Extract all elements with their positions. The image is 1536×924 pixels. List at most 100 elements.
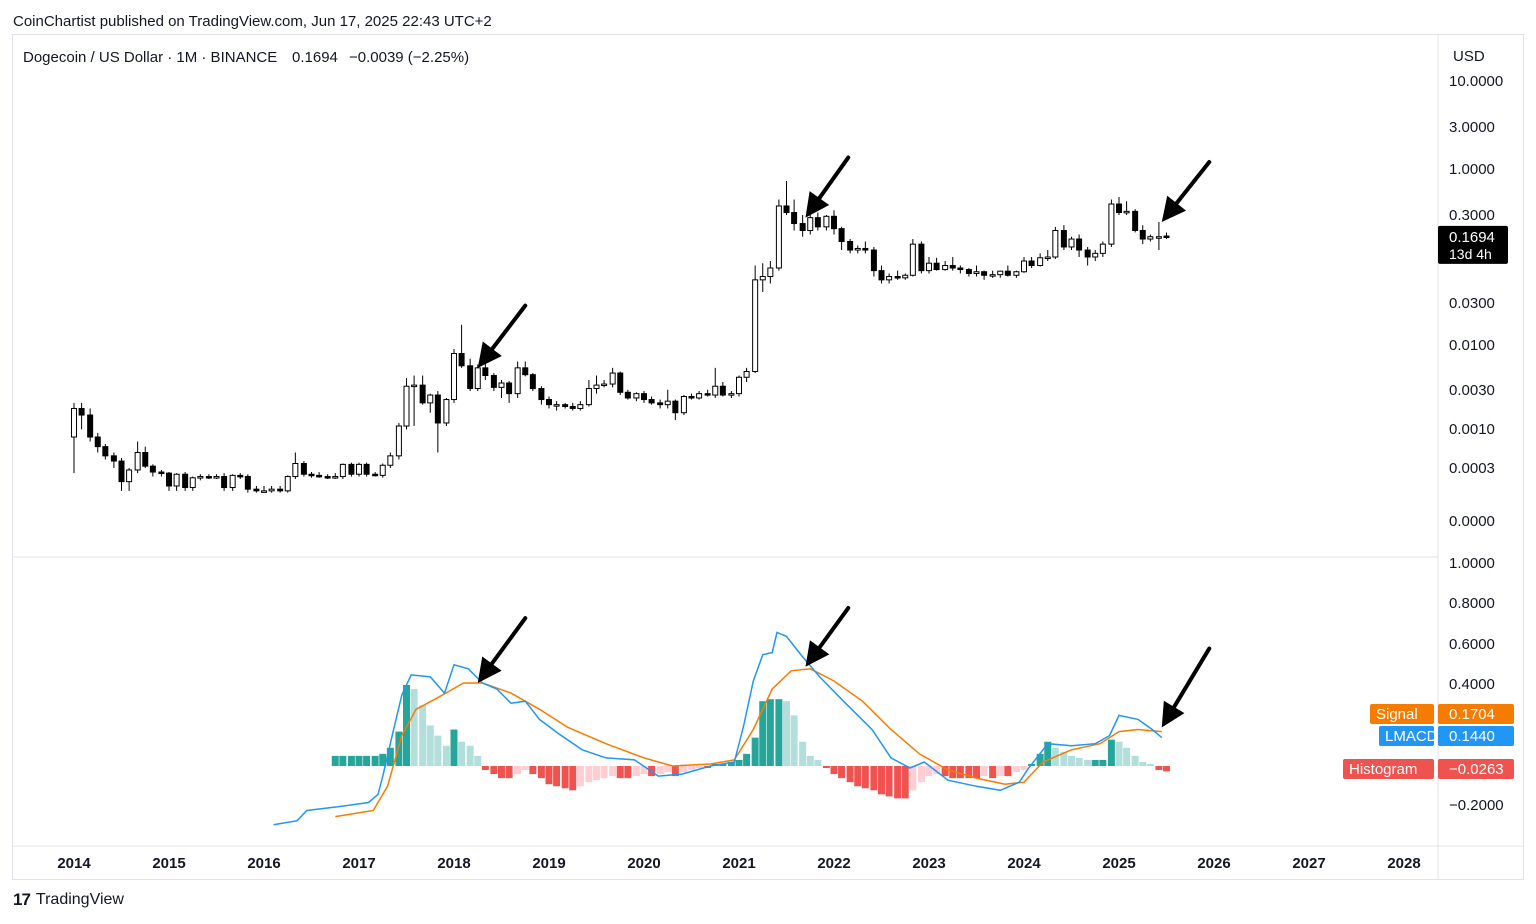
candle (514, 361, 521, 398)
candle (372, 472, 379, 477)
candle (854, 245, 861, 254)
time-axis-tick: 2018 (437, 855, 470, 872)
currency-label[interactable]: USD (1453, 48, 1485, 65)
histogram-bar (505, 766, 513, 779)
candle (664, 389, 671, 409)
histogram-bar (529, 766, 537, 775)
histogram-bar (1075, 757, 1083, 766)
tradingview-brand[interactable]: 17 TradingView (13, 890, 124, 910)
histogram-bar (790, 715, 798, 766)
candle (363, 462, 370, 477)
candle (1004, 265, 1011, 277)
histogram-bar (925, 766, 933, 777)
price-axis-tick: 0.0030 (1449, 382, 1495, 399)
histogram-bar (1139, 761, 1147, 766)
histogram-bar (933, 766, 941, 775)
candle (601, 380, 608, 388)
candle (356, 462, 362, 477)
histogram-bar (743, 753, 751, 766)
candle (300, 461, 307, 477)
candle (427, 393, 434, 413)
histogram-bar (917, 766, 925, 783)
candle (197, 474, 204, 481)
histogram-bar (775, 699, 783, 766)
candle (332, 473, 339, 480)
histogram-bar (965, 766, 973, 779)
pointer-arrow-icon (477, 303, 528, 368)
candle (926, 257, 932, 274)
candle (997, 270, 1004, 278)
legend-value: −0.0263 (1449, 761, 1504, 778)
candle (1092, 250, 1099, 262)
candle (807, 215, 814, 235)
histogram-bar (1163, 766, 1170, 772)
indicator-axis-tick: −0.2000 (1449, 797, 1504, 814)
histogram-bar (688, 766, 695, 771)
candle (173, 473, 180, 491)
candle (268, 485, 275, 493)
histogram-bar (1044, 741, 1052, 766)
candle (458, 324, 465, 368)
candle (134, 441, 141, 474)
candle (546, 396, 552, 409)
candle (965, 267, 972, 277)
candle (949, 257, 956, 271)
candle (443, 397, 450, 427)
histogram-bar (894, 766, 902, 799)
time-axis-tick: 2027 (1292, 855, 1325, 872)
price-axis-tick: 3.0000 (1449, 119, 1495, 136)
candle (1155, 221, 1162, 251)
price-axis-tick: 0.0003 (1449, 460, 1495, 477)
candle (878, 265, 885, 284)
histogram-bar (537, 766, 545, 779)
candle (1147, 234, 1154, 242)
candle (506, 380, 513, 403)
candle (229, 474, 236, 491)
histogram-bar (1060, 751, 1068, 766)
candle (1123, 201, 1130, 216)
legend-name: LMACD (1385, 728, 1438, 745)
legend-name: Histogram (1349, 761, 1417, 778)
histogram-bar (600, 766, 608, 779)
candle (94, 433, 101, 453)
time-axis-tick: 2017 (342, 855, 375, 872)
histogram-bar (973, 766, 980, 779)
candle (339, 463, 346, 480)
pointer-arrow-icon (805, 606, 851, 667)
histogram-bar (379, 753, 387, 766)
candle (158, 469, 165, 477)
candle (451, 349, 457, 403)
legend-name: Signal (1376, 706, 1418, 723)
indicator-axis-tick: 0.4000 (1449, 676, 1495, 693)
last-price-countdown: 13d 4h (1449, 246, 1492, 262)
candle (292, 452, 299, 480)
pointer-arrow-icon (805, 155, 851, 218)
histogram-bar (980, 766, 988, 777)
candle (973, 265, 980, 277)
histogram-bar (624, 766, 632, 779)
histogram-bar (1155, 766, 1163, 771)
histogram-bar (410, 689, 418, 766)
candle (933, 257, 940, 271)
histogram-bar (719, 763, 727, 766)
histogram-bar (941, 766, 949, 777)
histogram-bar (870, 766, 878, 791)
candle (633, 392, 640, 402)
candle (862, 241, 869, 254)
candle (490, 373, 497, 392)
histogram-bar (1084, 759, 1092, 766)
candle (909, 239, 916, 277)
candle (434, 391, 441, 453)
candle (277, 485, 284, 493)
candle (261, 485, 267, 493)
histogram-bar (466, 745, 474, 766)
histogram-bar (996, 766, 1004, 777)
time-axis-tick: 2021 (722, 855, 755, 872)
histogram-bar (664, 766, 672, 773)
candle (814, 212, 821, 231)
indicator-axis-tick: 0.8000 (1449, 595, 1495, 612)
candle (847, 239, 854, 254)
brand-label: TradingView (35, 891, 124, 908)
